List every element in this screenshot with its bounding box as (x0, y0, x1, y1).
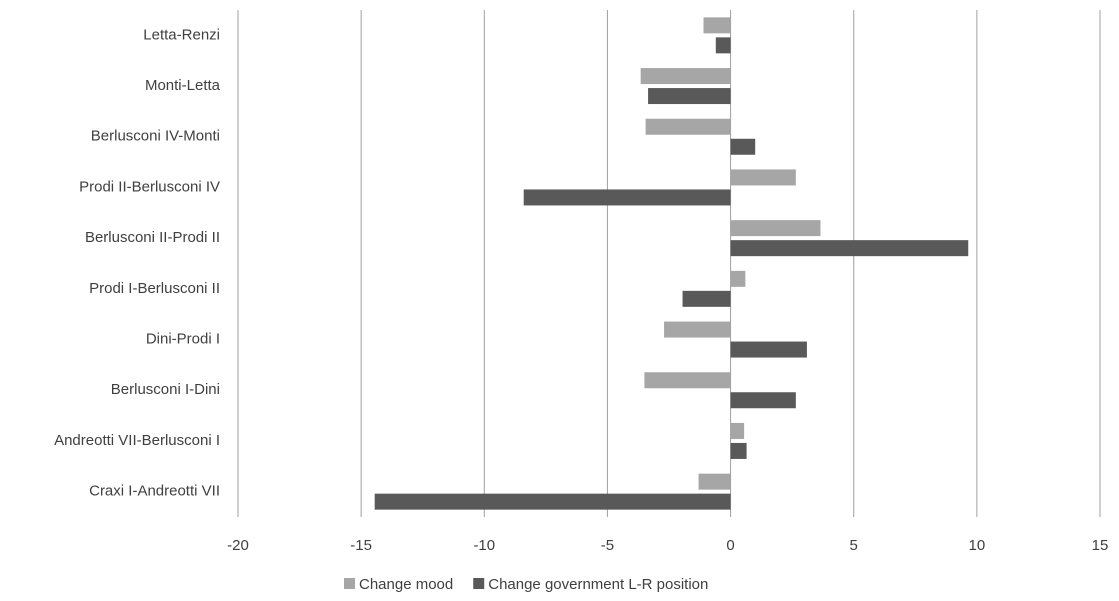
legend-swatch (473, 578, 485, 589)
x-tick-label: 5 (850, 537, 858, 554)
x-tick-label: -20 (227, 537, 249, 554)
x-tick-label: 15 (1092, 537, 1109, 554)
bar (730, 240, 969, 257)
y-tick-label: Monti-Letta (145, 77, 221, 94)
bar (698, 473, 731, 490)
bar (664, 321, 731, 338)
y-tick-label: Letta-Renzi (143, 26, 220, 43)
bar (730, 220, 821, 237)
legend-label: Change mood (359, 576, 453, 593)
bar (648, 88, 731, 105)
legend-swatch (344, 578, 355, 589)
bar (730, 422, 745, 439)
legend-label: Change government L-R position (488, 576, 708, 593)
y-tick-label: Berlusconi IV-Monti (91, 128, 220, 145)
y-tick-label: Andreotti VII-Berlusconi I (54, 432, 220, 449)
x-tick-label: 10 (969, 537, 986, 554)
bar (730, 270, 746, 287)
x-tick-label: 0 (726, 537, 734, 554)
bar (730, 138, 756, 155)
bar (523, 189, 731, 206)
y-tick-label: Prodi II-Berlusconi IV (79, 178, 220, 195)
bar (730, 392, 796, 409)
bar (374, 493, 731, 510)
y-tick-label: Prodi I-Berlusconi II (89, 280, 220, 297)
x-tick-label: -15 (350, 537, 372, 554)
y-tick-label: Craxi I-Andreotti VII (89, 483, 220, 500)
bar (644, 372, 731, 389)
bar (682, 290, 731, 307)
bar (730, 169, 796, 186)
bar (703, 17, 731, 34)
bar (730, 442, 747, 459)
x-tick-label: -5 (601, 537, 614, 554)
y-tick-label: Berlusconi II-Prodi II (85, 229, 220, 246)
bar (645, 118, 731, 135)
y-tick-label: Berlusconi I-Dini (111, 381, 220, 398)
bar (640, 68, 731, 85)
bar (715, 37, 731, 54)
y-tick-label: Dini-Prodi I (146, 331, 220, 348)
bar (730, 341, 807, 358)
x-tick-label: -10 (473, 537, 495, 554)
